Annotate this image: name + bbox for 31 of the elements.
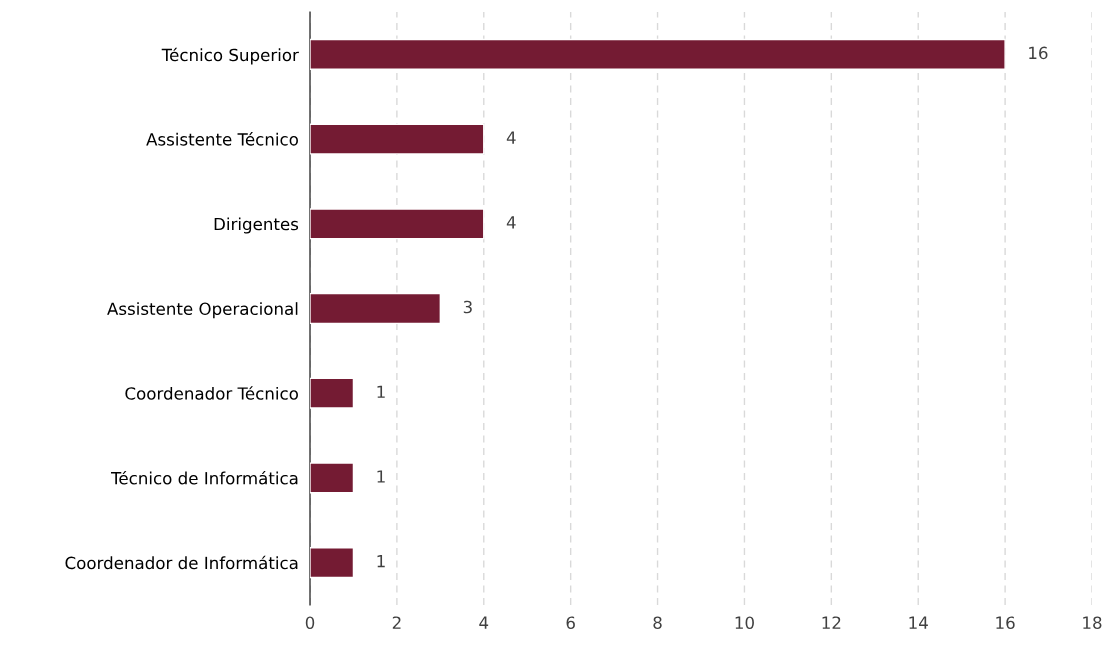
data-label: 4 (506, 131, 516, 144)
data-label: 1 (377, 385, 385, 398)
x-tick-label: 18 (1083, 616, 1102, 630)
y-tick-label: Dirigentes (214, 217, 299, 234)
x-tick-label: 10 (735, 616, 754, 630)
y-tick-label: Coordenador de Informática (65, 555, 298, 570)
y-tick-label: Técnico Superior (161, 47, 299, 65)
bar (310, 208, 485, 240)
y-tick-label: Assistente Operacional (107, 302, 298, 319)
x-tick-label: 2 (392, 616, 401, 629)
data-label: 1 (377, 555, 385, 568)
data-label: 16 (1029, 46, 1048, 60)
y-tick-label: Assistente Técnico (146, 132, 298, 146)
bar (310, 462, 355, 494)
bar (310, 123, 485, 155)
data-label: 1 (377, 470, 385, 483)
x-tick-label: 4 (479, 616, 489, 629)
bar (310, 547, 355, 579)
x-tick-label: 8 (653, 616, 662, 630)
bar (310, 377, 355, 409)
y-tick-label: Coordenador Técnico (125, 386, 298, 400)
x-tick-label: 6 (566, 616, 575, 630)
x-tick-label: 12 (822, 616, 841, 629)
x-tick-label: 16 (996, 616, 1015, 630)
data-label: 3 (463, 300, 472, 314)
bar (310, 292, 442, 325)
data-label: 4 (506, 216, 516, 229)
x-tick-label: 0 (305, 616, 315, 630)
x-tick-label: 14 (909, 616, 928, 629)
y-tick-label: Técnico de Informática (111, 470, 298, 485)
bar (310, 38, 1006, 70)
